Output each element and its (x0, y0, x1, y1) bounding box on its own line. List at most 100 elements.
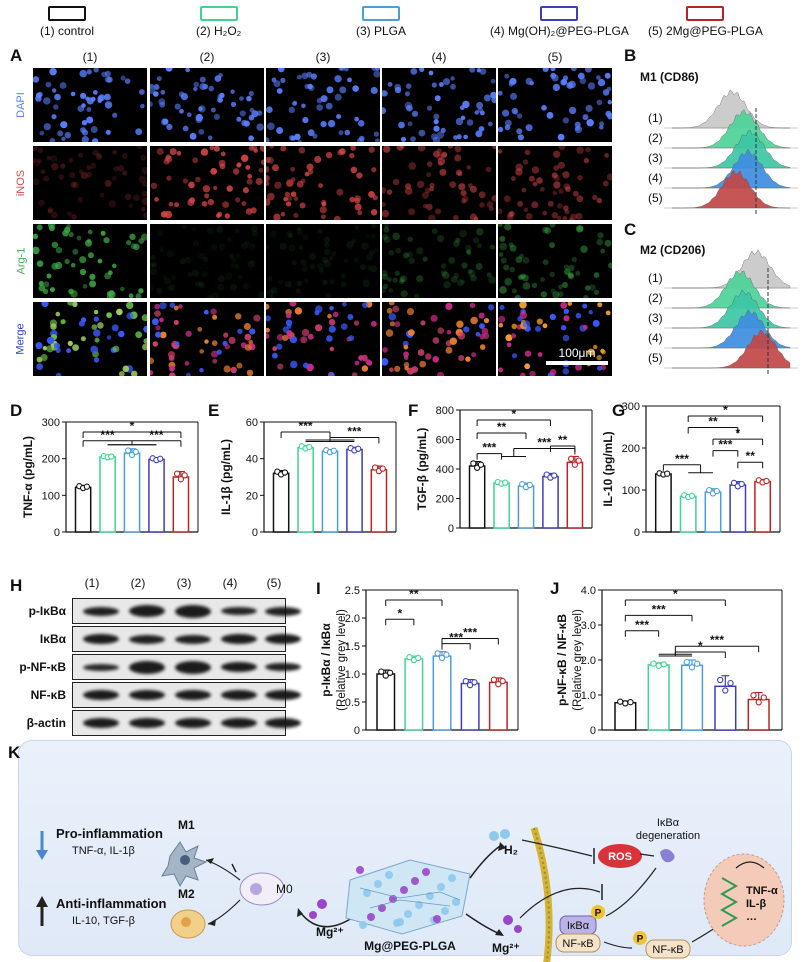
y-tick-label: 200 (622, 443, 640, 455)
arrowhead (498, 842, 506, 851)
arrowhead (206, 858, 214, 864)
data-point (571, 461, 579, 468)
histogram-curve (672, 170, 790, 209)
data-point (627, 699, 634, 706)
micro-image (497, 65, 614, 142)
data-point (83, 483, 91, 490)
complex-to-free (603, 941, 633, 949)
histogram-m1: (1) (2) (3) (4) (5) (648, 89, 798, 214)
blot-band (221, 607, 257, 615)
bar (488, 681, 508, 731)
panel-a-letter: A (10, 46, 23, 65)
legend-item: (4) Mg(OH)₂@PEG-PLGA (490, 6, 629, 38)
sig-label: *** (482, 441, 496, 455)
blot-band (129, 718, 165, 728)
blot-lane-label: (5) (266, 576, 282, 590)
micro-image (262, 143, 380, 223)
anti-inflammation-sub: IL-10, TGF-β (72, 915, 135, 927)
sig-label: *** (449, 631, 463, 645)
panel-b-letter: B (624, 46, 637, 65)
data-point (688, 664, 696, 671)
y-axis-label: TGF-β (pg/mL) (415, 428, 429, 511)
blot-protein-label: p-NF-κB (19, 660, 66, 674)
data-point (132, 448, 139, 455)
micro-image (147, 64, 264, 142)
scaffold-particle (359, 921, 367, 929)
nucleus-icon (703, 853, 785, 947)
blot-band (265, 606, 301, 616)
blot-lane-label: (1) (84, 576, 100, 590)
y-tick-label: 60 (246, 417, 258, 429)
y-tick-label: 1.0 (345, 669, 360, 681)
data-point (306, 443, 313, 451)
legend-label: (3) PLGA (356, 24, 407, 38)
y-axis-label: IL-1β (pg/mL) (219, 439, 233, 515)
scaffold-particle (385, 871, 393, 879)
micro-column-label: (2) (199, 50, 215, 64)
sig-label: *** (652, 602, 666, 616)
data-point (466, 681, 474, 689)
scaffold-label: Mg@PEG-PLGA (364, 939, 456, 953)
mg-ion (514, 925, 522, 933)
sig-label: ** (409, 587, 419, 601)
data-point (567, 455, 575, 462)
bar (404, 658, 424, 731)
m0-label: M0 (276, 882, 293, 896)
phospho-label: P (637, 934, 644, 945)
bar (370, 468, 388, 533)
histogram-row-label: (1) (648, 111, 663, 125)
data-point (706, 486, 713, 494)
panel-letter: I (316, 579, 321, 598)
histogram-m2: (1) (2) (3) (4) (5) (648, 249, 798, 374)
histogram-curve (672, 289, 791, 329)
y-tick-label: 200 (436, 494, 454, 506)
histogram-curve (672, 89, 790, 129)
micro-image (498, 221, 615, 301)
bar (679, 495, 697, 533)
sig-label: * (698, 639, 703, 653)
data-point (173, 470, 181, 477)
sig-label: * (511, 407, 516, 421)
bar (432, 655, 452, 731)
blot-band (221, 634, 257, 644)
data-point (355, 445, 362, 452)
nucleus-gene-label: TNF-α (746, 885, 778, 897)
micro-row-label: iNOS (15, 169, 27, 197)
bar (729, 484, 747, 533)
scaffold-particle (433, 915, 441, 923)
data-point (415, 654, 422, 662)
blot-band (265, 634, 301, 644)
scaffold-particle (367, 913, 375, 921)
micro-image (147, 224, 266, 301)
y-axis-label-2: (Relative grey level) (336, 609, 348, 711)
sig-label: *** (675, 452, 689, 466)
panel-letter: F (408, 401, 418, 420)
micro-column-label: (3) (315, 50, 331, 64)
nucleus-gene-label: IL-β (746, 898, 766, 910)
data-point (378, 668, 385, 675)
blot-band (221, 718, 257, 728)
blot-band (83, 606, 119, 616)
y-tick-label: 200 (42, 454, 60, 466)
panel-letter: D (10, 401, 22, 420)
blot-band (221, 690, 257, 700)
y-axis-label: IL-10 (pg/mL) (601, 431, 615, 506)
y-tick-label: 4.0 (581, 585, 596, 597)
data-point (655, 662, 662, 669)
m1-label: M1 (178, 818, 195, 832)
m1-nucleus (180, 855, 190, 865)
y-tick-label: 1.5 (345, 641, 360, 653)
y-tick-label: 400 (436, 464, 454, 476)
panel-letter: G (612, 401, 625, 420)
legend-label: (5) 2Mg@PEG-PLGA (648, 24, 763, 38)
bar (346, 448, 363, 533)
bar (566, 461, 584, 529)
histogram-curve (672, 330, 791, 369)
y-axis-label: p-NF-κB / NF-κB (555, 614, 569, 706)
y-axis-label-2: (Relative grey level) (572, 609, 584, 711)
bar (172, 476, 190, 533)
m0-to-m2 (207, 899, 241, 925)
h2-bubble (489, 831, 499, 841)
y-tick-label: 0 (252, 527, 258, 539)
